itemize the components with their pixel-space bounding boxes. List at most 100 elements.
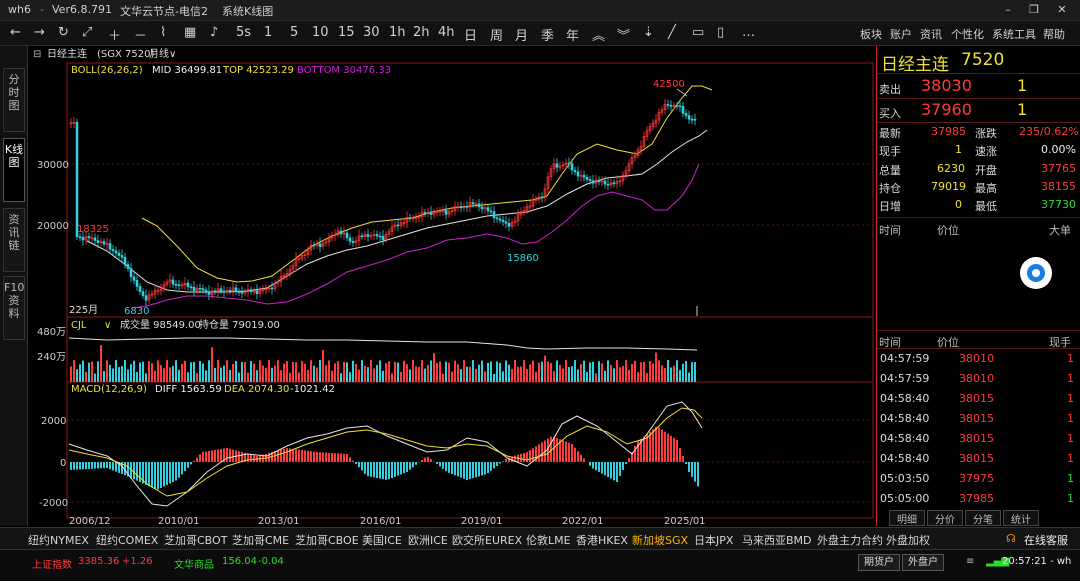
more-icon[interactable]: … [742, 25, 755, 40]
exchange-tab-weighted[interactable]: 外盘加权 [886, 532, 930, 548]
period-1h[interactable]: 1h [389, 25, 406, 40]
tab-detail[interactable]: 明细 [889, 510, 925, 526]
menu-personalize[interactable]: 个性化 [951, 26, 984, 42]
chart-type-icon[interactable]: ⌇ [160, 25, 166, 40]
period-month[interactable]: 月 [515, 25, 528, 44]
menu-icon[interactable]: ≡ [966, 556, 974, 567]
exchange-tab-hkex[interactable]: 香港HKEX [576, 532, 628, 548]
trade-time: 05:03:50 [880, 472, 929, 485]
template-name[interactable]: 系统K线图 [222, 3, 273, 19]
boll-label[interactable]: BOLL(26,26,2) [71, 65, 143, 76]
bell-icon[interactable]: ♪ [210, 25, 218, 40]
period-15m[interactable]: 15 [338, 25, 355, 40]
period-quarter[interactable]: 季 [541, 25, 554, 44]
trade-time: 04:57:59 [880, 352, 929, 365]
bid-price[interactable]: 37960 [921, 100, 972, 119]
exchange-tab-cboe[interactable]: 芝加哥CBOE [295, 532, 359, 548]
period-5s[interactable]: 5s [236, 25, 251, 40]
tab-ticks[interactable]: 分笔 [965, 510, 1001, 526]
tab-kline[interactable]: K线图 [3, 138, 25, 202]
headset-icon[interactable]: ☊ [1006, 532, 1016, 545]
tab-news-chain[interactable]: 资讯链 [3, 208, 25, 272]
macd-bar [589, 462, 591, 466]
period-2h[interactable]: 2h [413, 25, 430, 40]
draw-mode-icon[interactable]: ⇣ [643, 25, 654, 40]
boll-upper-line [142, 86, 712, 282]
exchange-tab-cme[interactable]: 芝加哥CME [232, 532, 289, 548]
refresh-icon[interactable]: ↻ [58, 25, 69, 40]
macd-bar [592, 462, 594, 469]
menu-help[interactable]: 帮助 [1043, 26, 1065, 42]
app-name: wh6 [8, 3, 31, 16]
exchange-tab-us-ice[interactable]: 美国ICE [362, 532, 402, 548]
macd-bar [502, 461, 504, 462]
period-4h[interactable]: 4h [438, 25, 455, 40]
volume-bar [151, 363, 153, 382]
volume-bar [658, 360, 660, 382]
minimize-button[interactable]: – [998, 3, 1018, 19]
period-year[interactable]: 年 [566, 25, 579, 44]
chart-period-select[interactable]: 月线∨ [149, 47, 176, 60]
kline-chart-svg[interactable]: ⊟ 日经主连 (SGX 7520) 月线∨ 30000 20000 480万 2… [27, 46, 876, 526]
exchange-tab-jpx[interactable]: 日本JPX [694, 532, 733, 548]
futures-account-button[interactable]: 期货户 [858, 554, 900, 571]
ask-price[interactable]: 38030 [921, 76, 972, 95]
scroll-down-icon[interactable]: ︾ [617, 25, 630, 44]
tab-stats[interactable]: 统计 [1003, 510, 1039, 526]
exchange-tab-nymex[interactable]: 纽约NYMEX [28, 532, 89, 548]
close-button[interactable]: ✕ [1052, 3, 1072, 19]
chat-bubble-icon[interactable] [1020, 257, 1052, 289]
volume-label[interactable]: CJL [71, 320, 87, 331]
tab-f10-info[interactable]: F10资料 [3, 276, 25, 340]
trade-qty: 1 [1067, 412, 1074, 425]
exchange-tab-bmd[interactable]: 马来西亚BMD [742, 532, 812, 548]
grid-icon[interactable]: ▦ [184, 25, 196, 40]
tab-price-dist[interactable]: 分价 [927, 510, 963, 526]
volume-dropdown-icon[interactable]: ∨ [104, 320, 111, 331]
zoom-out-icon[interactable]: － [134, 25, 147, 44]
menu-account[interactable]: 账户 [890, 26, 912, 42]
zoom-in-icon[interactable]: ＋ [108, 25, 121, 44]
overseas-account-button[interactable]: 外盘户 [902, 554, 944, 571]
online-service-link[interactable]: 在线客服 [1024, 532, 1068, 548]
forward-arrow-icon[interactable]: → [34, 25, 45, 40]
rectangle-tool-icon[interactable]: ▭ [692, 25, 704, 40]
period-30m[interactable]: 30 [363, 25, 380, 40]
menu-news[interactable]: 资讯 [920, 26, 942, 42]
trade-qty: 1 [1067, 352, 1074, 365]
exchange-tab-comex[interactable]: 纽约COMEX [96, 532, 158, 548]
stat-change-label: 涨跌 [975, 125, 997, 141]
exchange-tab-eu-ice[interactable]: 欧洲ICE [408, 532, 448, 548]
period-10m[interactable]: 10 [312, 25, 329, 40]
tab-intraday[interactable]: 分时图 [3, 68, 25, 132]
scroll-up-icon[interactable]: ︽ [592, 25, 605, 44]
expand-icon[interactable]: ⤢ [82, 25, 92, 40]
chart-pane[interactable]: ⊟ 日经主连 (SGX 7520) 月线∨ 30000 20000 480万 2… [27, 46, 876, 526]
exchange-tab-eurex[interactable]: 欧交所EUREX [452, 532, 522, 548]
line-tool-icon[interactable]: ╱ [668, 25, 676, 40]
exchange-tab-lme[interactable]: 伦敦LME [526, 532, 571, 548]
period-day[interactable]: 日 [464, 25, 477, 44]
volume-bar [406, 364, 408, 382]
menu-system-tools[interactable]: 系统工具 [992, 26, 1036, 42]
macd-label[interactable]: MACD(12,26,9) [71, 384, 147, 395]
restore-button[interactable]: ❐ [1024, 3, 1044, 19]
exchange-tab-sgx[interactable]: 新加坡SGX [632, 532, 688, 548]
period-1m[interactable]: 1 [264, 25, 272, 40]
candle-body [340, 231, 342, 234]
macd-bar [691, 462, 693, 477]
stat-oi-value: 79019 [931, 180, 966, 193]
period-week[interactable]: 周 [490, 25, 503, 44]
layout-icon[interactable]: ▯ [717, 25, 724, 40]
period-5m[interactable]: 5 [290, 25, 298, 40]
volume-bar [442, 374, 444, 382]
server-node[interactable]: 文华云节点-电信2 [120, 3, 208, 19]
macd-bar [583, 458, 585, 462]
macd-bar [520, 454, 522, 462]
menu-sector[interactable]: 板块 [860, 26, 882, 42]
exchange-tab-cbot[interactable]: 芝加哥CBOT [164, 532, 227, 548]
exchange-tab-main-contracts[interactable]: 外盘主力合约 [817, 532, 883, 548]
volume-bar [334, 363, 336, 382]
volume-bar [610, 365, 612, 382]
back-arrow-icon[interactable]: ← [10, 25, 21, 40]
